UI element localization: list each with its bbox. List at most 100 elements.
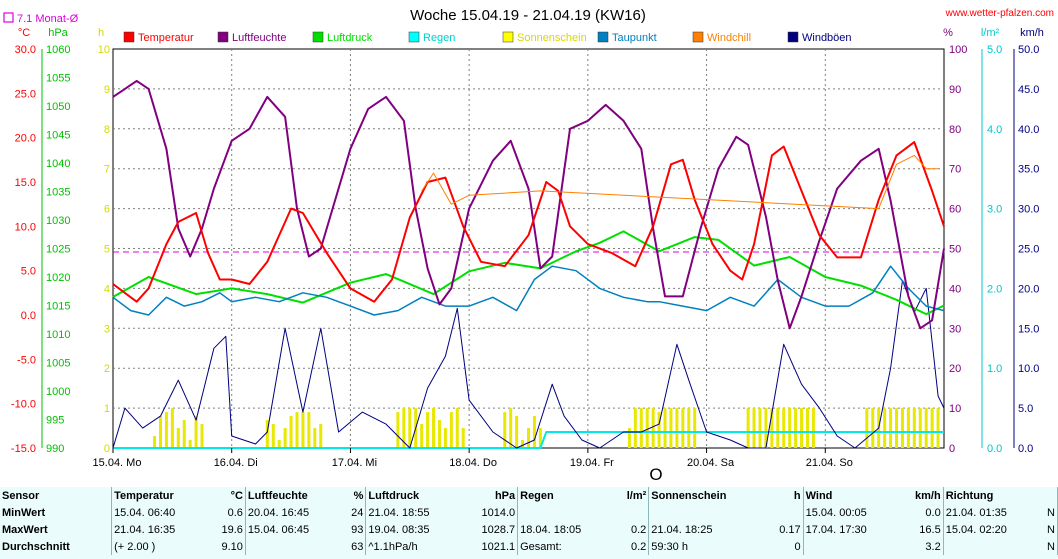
sunshine-bar xyxy=(675,408,679,448)
sunshine-bar xyxy=(449,412,453,448)
series-temperatur xyxy=(112,141,945,303)
stats-cell: 15.04. 00:05 xyxy=(805,506,867,519)
stats-cell: 3.2 xyxy=(899,538,944,555)
sun-tick-label: 1 xyxy=(104,403,110,415)
legend-label: Sonnenschein xyxy=(517,32,587,44)
stats-cell xyxy=(105,487,113,504)
stats-cell: 1028.7 xyxy=(461,521,519,538)
stats-cell xyxy=(105,521,113,538)
stats-cell: Luftdruck xyxy=(368,489,420,502)
temp-tick-label: -10.0 xyxy=(11,399,36,411)
pressure-tick-label: 1030 xyxy=(46,215,70,227)
temp-tick-label: 25.0 xyxy=(15,88,36,100)
sunshine-bar xyxy=(153,436,157,448)
series-luftfeuchte xyxy=(112,79,945,330)
sunshine-bar xyxy=(200,424,204,448)
series-regen xyxy=(113,431,944,449)
sun-tick-label: 0 xyxy=(104,443,110,455)
stats-cell: Wind xyxy=(805,489,833,502)
temp-unit: °C xyxy=(18,27,30,39)
stats-cell: 1014.0 xyxy=(461,504,519,521)
chart-grid xyxy=(112,48,945,449)
rain-tick-label: 4.0 xyxy=(987,124,1002,136)
sunshine-bar xyxy=(764,408,768,448)
monthly-avg-icon xyxy=(3,12,14,23)
stats-cell xyxy=(803,538,899,555)
sunshine-bar xyxy=(170,408,174,448)
stats-cell: 20.04. 16:45 xyxy=(247,506,310,519)
stats-cell xyxy=(1039,487,1058,504)
humidity-tick-label: 10 xyxy=(949,403,961,415)
stats-cell xyxy=(943,538,1039,555)
wind-tick-label: 0.0 xyxy=(1018,443,1033,455)
sunshine-bar xyxy=(669,408,673,448)
pressure-unit: hPa xyxy=(48,27,68,39)
sunshine-bar xyxy=(182,420,186,448)
wind-tick-label: 40.0 xyxy=(1018,124,1039,136)
stats-cell: Luftfeuchte xyxy=(247,489,308,502)
sunshine-bar xyxy=(455,408,459,448)
stats-cell: °C xyxy=(207,487,246,504)
stats-cell: N xyxy=(1039,538,1058,555)
temp-tick-label: 15.0 xyxy=(15,177,36,189)
sunshine-bar xyxy=(645,408,649,448)
stats-cell: 9.10 xyxy=(207,538,246,555)
legend-label: Luftdruck xyxy=(327,32,373,44)
wind-tick-label: 20.0 xyxy=(1018,283,1039,295)
series-luftdruck xyxy=(112,230,945,316)
stats-cell: 0.2 xyxy=(613,538,650,555)
humidity-tick-label: 20 xyxy=(949,363,961,375)
stats-cell: 0.2 xyxy=(613,521,650,538)
pressure-tick-label: 1040 xyxy=(46,158,70,170)
legend-label: Temperatur xyxy=(138,32,194,44)
stats-cell: 17.04. 17:30 xyxy=(805,523,867,536)
wind-unit: km/h xyxy=(1020,27,1044,39)
sunshine-bar xyxy=(437,420,441,448)
series-taupunkt xyxy=(112,265,945,316)
legend-swatch xyxy=(408,31,420,43)
sunshine-bar xyxy=(527,428,530,448)
pressure-tick-label: 1045 xyxy=(46,130,70,142)
x-tick-label: 15.04. Mo xyxy=(93,457,142,469)
stats-cell: 24 xyxy=(341,504,367,521)
stats-cell: h xyxy=(765,487,804,504)
stats-header-row: Sensor Temperatur °C Luftfeuchte% Luftdruck h… xyxy=(0,487,1058,504)
stats-cell: N xyxy=(1039,504,1058,521)
sunshine-bar xyxy=(663,408,667,448)
stats-cell: Richtung xyxy=(945,489,994,502)
sunshine-bar xyxy=(889,408,893,448)
stats-cell: hPa xyxy=(461,487,519,504)
stats-cell: 0.0 xyxy=(899,504,944,521)
sunshine-bar xyxy=(408,408,412,448)
sunshine-bar xyxy=(639,408,643,448)
sunshine-bar xyxy=(432,408,436,448)
sunshine-bar xyxy=(627,428,631,448)
sunshine-bar xyxy=(800,408,804,448)
legend-label: Regen xyxy=(423,32,455,44)
site-link[interactable]: www.wetter-pfalzen.com xyxy=(945,8,1054,19)
sunshine-bar xyxy=(883,408,887,448)
sunshine-bar xyxy=(758,408,762,448)
sunshine-bar xyxy=(277,440,281,448)
wind-tick-label: 30.0 xyxy=(1018,204,1039,216)
sunshine-bar xyxy=(871,408,875,448)
stats-row: Durchschnitt (+ 2.00 ) 9.10 63 ^1.1hPa/h 1021… xyxy=(0,538,1058,555)
temp-tick-label: 30.0 xyxy=(15,44,36,56)
stats-cell: (+ 2.00 ) xyxy=(114,540,156,553)
sun-tick-label: 5 xyxy=(104,244,110,256)
x-tick-label: 21.04. So xyxy=(806,457,853,469)
sunshine-bar xyxy=(681,408,685,448)
legend-swatch xyxy=(692,31,704,43)
wind-tick-label: 5.0 xyxy=(1018,403,1033,415)
stats-cell: 16.5 xyxy=(899,521,944,538)
stats-cell xyxy=(649,504,765,521)
legend-label: Windchill xyxy=(707,32,751,44)
sunshine-bar xyxy=(900,408,904,448)
sunshine-bar xyxy=(924,408,928,448)
stats-cell: 21.04. 18:25 xyxy=(651,523,713,536)
pressure-tick-label: 1000 xyxy=(46,386,70,398)
pressure-tick-label: 1035 xyxy=(46,187,70,199)
rain-unit: l/m² xyxy=(981,27,1000,39)
pressure-tick-label: 1060 xyxy=(46,44,70,56)
stats-cell xyxy=(765,504,804,521)
